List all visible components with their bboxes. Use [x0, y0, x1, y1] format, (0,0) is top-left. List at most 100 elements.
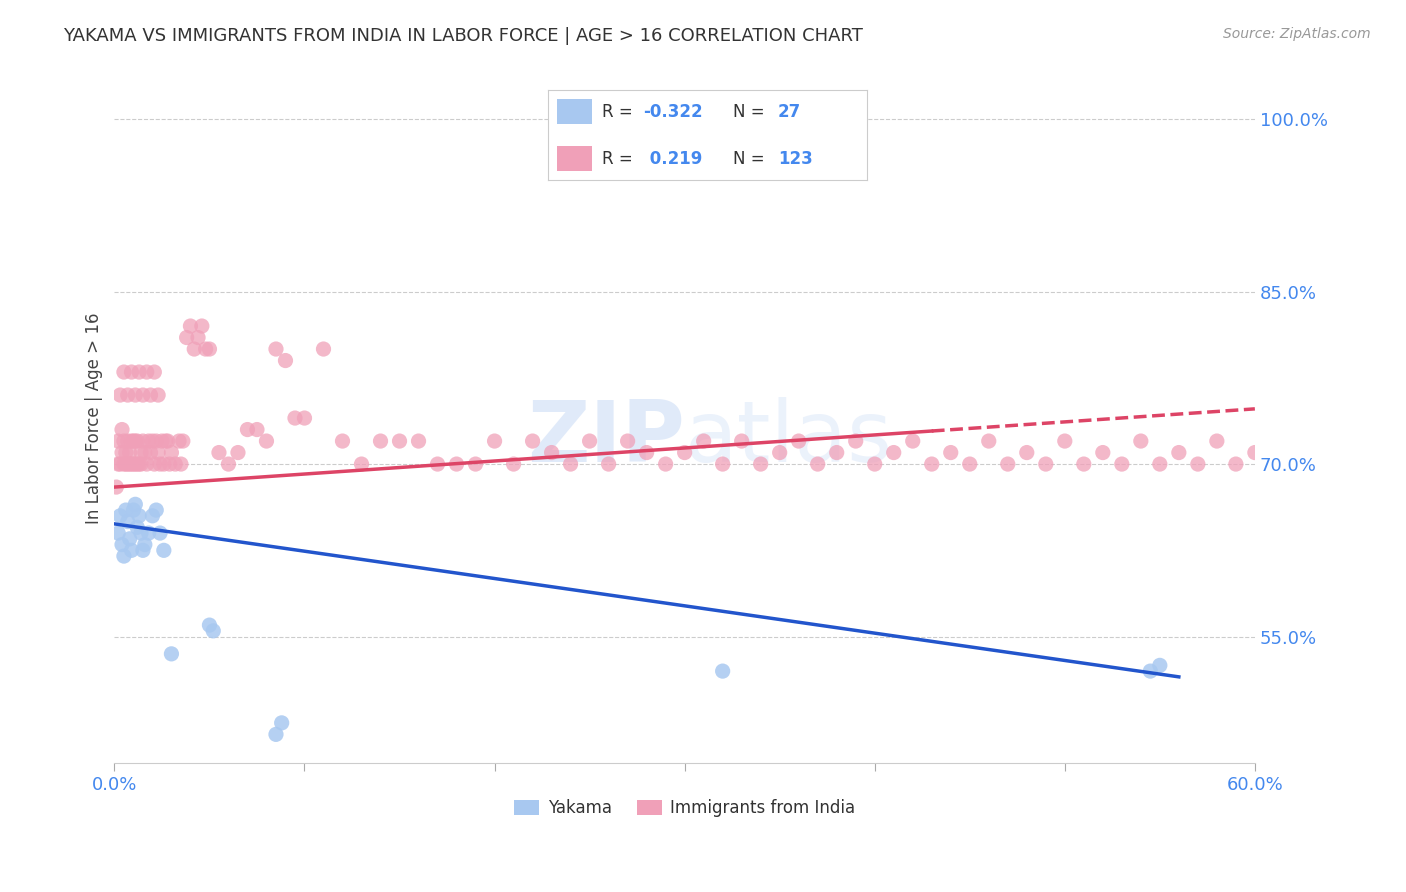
Point	[135, 457, 157, 471]
Point	[749, 457, 772, 471]
Point	[118, 445, 141, 459]
Point	[294, 411, 316, 425]
Y-axis label: In Labor Force | Age > 16: In Labor Force | Age > 16	[86, 312, 103, 524]
Point	[502, 457, 524, 471]
Point	[388, 434, 411, 448]
Point	[121, 434, 143, 448]
Point	[150, 434, 173, 448]
Point	[787, 434, 810, 448]
Point	[426, 457, 449, 471]
Point	[692, 434, 714, 448]
Point	[124, 497, 146, 511]
Point	[121, 365, 143, 379]
Point	[370, 434, 392, 448]
Point	[117, 388, 139, 402]
Point	[122, 434, 145, 448]
Point	[540, 445, 562, 459]
Point	[165, 457, 187, 471]
Point	[464, 457, 486, 471]
Legend: Yakama, Immigrants from India: Yakama, Immigrants from India	[508, 792, 862, 824]
Point	[118, 532, 141, 546]
Point	[107, 434, 129, 448]
Point	[114, 457, 136, 471]
Point	[149, 457, 172, 471]
Point	[1053, 434, 1076, 448]
Point	[121, 543, 143, 558]
Point	[176, 330, 198, 344]
Point	[616, 434, 638, 448]
Point	[128, 457, 150, 471]
Point	[127, 520, 149, 534]
Point	[256, 434, 278, 448]
Point	[921, 457, 943, 471]
Point	[134, 538, 156, 552]
Point	[128, 508, 150, 523]
Point	[129, 445, 152, 459]
Point	[264, 727, 287, 741]
Point	[1244, 445, 1267, 459]
Point	[108, 457, 131, 471]
Point	[270, 715, 292, 730]
Point	[138, 434, 160, 448]
Point	[124, 434, 146, 448]
Point	[117, 434, 139, 448]
Point	[111, 538, 134, 552]
Text: atlas: atlas	[685, 397, 893, 480]
Point	[730, 434, 752, 448]
Point	[654, 457, 676, 471]
Point	[1015, 445, 1038, 459]
Point	[959, 457, 981, 471]
Point	[112, 365, 135, 379]
Point	[825, 445, 848, 459]
Point	[312, 342, 335, 356]
Point	[160, 445, 183, 459]
Point	[845, 434, 868, 448]
Point	[1225, 457, 1247, 471]
Point	[202, 624, 225, 638]
Point	[129, 526, 152, 541]
Point	[226, 445, 249, 459]
Point	[560, 457, 582, 471]
Point	[1149, 457, 1171, 471]
Point	[117, 515, 139, 529]
Text: ZIP: ZIP	[527, 397, 685, 480]
Point	[332, 434, 354, 448]
Point	[208, 445, 231, 459]
Point	[132, 543, 155, 558]
Point	[143, 365, 166, 379]
Point	[135, 365, 157, 379]
Point	[107, 457, 129, 471]
Point	[217, 457, 239, 471]
Point	[141, 508, 163, 523]
Point	[187, 330, 209, 344]
Point	[1111, 457, 1133, 471]
Text: Source: ZipAtlas.com: Source: ZipAtlas.com	[1223, 27, 1371, 41]
Point	[111, 445, 134, 459]
Point	[118, 457, 141, 471]
Point	[167, 434, 190, 448]
Point	[274, 353, 297, 368]
Point	[1149, 658, 1171, 673]
Point	[114, 445, 136, 459]
Point	[145, 503, 167, 517]
Point	[711, 664, 734, 678]
Point	[446, 457, 468, 471]
Point	[1035, 457, 1057, 471]
Point	[146, 445, 169, 459]
Point	[170, 457, 193, 471]
Point	[128, 365, 150, 379]
Point	[636, 445, 658, 459]
Point	[111, 423, 134, 437]
Point	[198, 618, 221, 632]
Point	[132, 434, 155, 448]
Point	[129, 457, 152, 471]
Point	[1205, 434, 1227, 448]
Point	[1091, 445, 1114, 459]
Point	[149, 526, 172, 541]
Point	[183, 342, 205, 356]
Point	[1167, 445, 1189, 459]
Point	[863, 457, 886, 471]
Point	[598, 457, 620, 471]
Point	[155, 434, 177, 448]
Point	[191, 319, 214, 334]
